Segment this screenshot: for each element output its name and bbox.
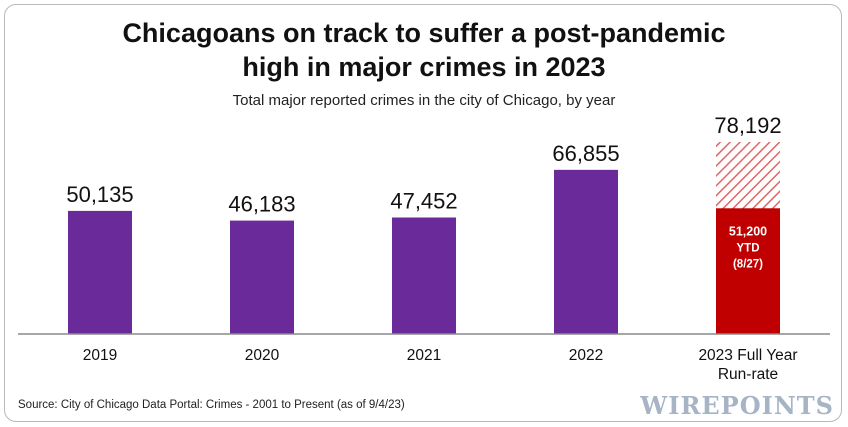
bar-value-label: 78,192: [714, 113, 781, 138]
chart-card: [4, 4, 842, 422]
category-label: 2020: [245, 347, 280, 364]
source-note: Source: City of Chicago Data Portal: Cri…: [18, 399, 405, 411]
category-label: Run-rate: [718, 366, 778, 383]
bar-value-label: 50,135: [66, 182, 133, 207]
category-label: 2022: [569, 347, 603, 364]
category-label: 2023 Full Year: [698, 347, 797, 364]
ytd-label-line: YTD: [737, 242, 760, 254]
bar-2022: [554, 169, 618, 334]
wirepoints-logo: WIREPOINTS: [640, 391, 834, 420]
chart-title-line-1: Chicagoans on track to suffer a post-pan…: [122, 18, 726, 48]
category-label: 2021: [407, 347, 441, 364]
ytd-label-line: 51,200: [729, 224, 767, 238]
chart-title: Chicagoans on track to suffer a post-pan…: [0, 16, 848, 84]
bar-2021: [392, 217, 456, 334]
chart-title-line-2: high in major crimes in 2023: [242, 52, 606, 82]
bar-2019: [68, 210, 132, 334]
bar-value-label: 47,452: [390, 188, 457, 213]
category-label: 2019: [83, 347, 117, 364]
ytd-label-line: (8/27): [733, 258, 763, 270]
bar-ytd-2023: [716, 208, 780, 334]
chart-subtitle: Total major reported crimes in the city …: [232, 92, 616, 109]
bar-value-label: 46,183: [228, 192, 295, 217]
bar-value-label: 66,855: [552, 141, 619, 166]
bar-2020: [230, 220, 294, 334]
